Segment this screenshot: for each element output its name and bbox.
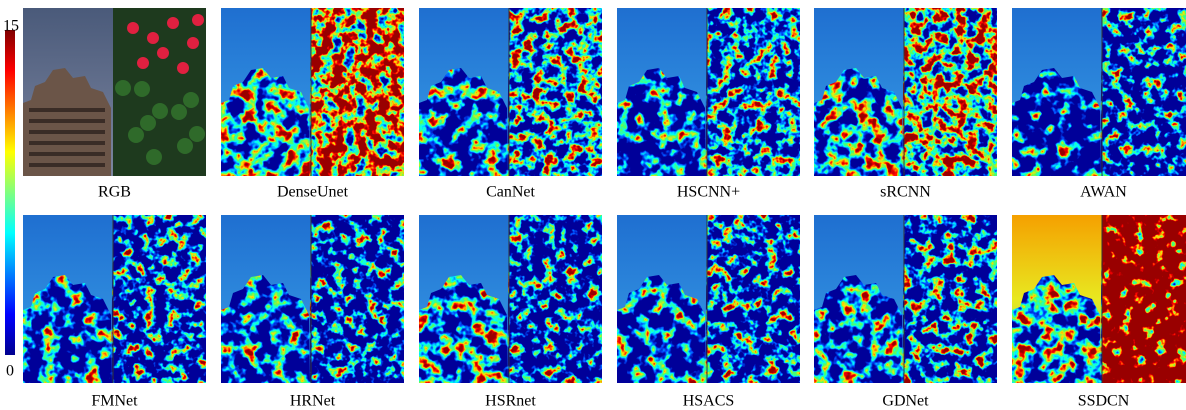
panel-label: DenseUnet (277, 184, 349, 201)
colorbar-min-label: 0 (6, 363, 14, 380)
panel: HSACS (617, 215, 800, 410)
rgb-leaf (177, 138, 193, 154)
rgb-window-row (29, 108, 105, 112)
rgb-flower (147, 32, 159, 44)
rgb-flower (192, 14, 204, 26)
figure: 15 0 RGB DenseUnet CanNet HSCNN+ sRCNN AWAN FM… (0, 0, 1186, 410)
panel: DenseUnet (221, 8, 404, 201)
error-map-flowers (904, 215, 997, 383)
rgb-flower (127, 22, 139, 34)
panel: AWAN (1012, 8, 1186, 201)
rgb-window-row (29, 141, 105, 145)
panel: CanNet (419, 8, 602, 201)
rgb-leaf (115, 80, 131, 96)
panel-label: sRCNN (880, 184, 931, 201)
panel-label: RGB (98, 184, 131, 201)
rgb-flower (157, 47, 169, 59)
error-map-flowers (1102, 8, 1186, 176)
rgb-leaf (140, 115, 156, 131)
rgb-leaf (183, 92, 199, 108)
panel-label: HSCNN+ (677, 184, 740, 201)
rgb-window-row (29, 163, 105, 167)
rgb-leaf (146, 149, 162, 165)
rgb-leaf (134, 81, 150, 97)
panel-label: HSRnet (485, 393, 536, 410)
panel-label: GDNet (882, 393, 929, 410)
rgb-leaf (171, 104, 187, 120)
colorbar-max-label: 15 (3, 18, 19, 35)
rgb-window-row (29, 130, 105, 134)
error-map-flowers (1102, 215, 1186, 383)
error-map-flowers (113, 215, 206, 383)
panel: HSCNN+ (617, 8, 800, 201)
panel: GDNet (814, 215, 997, 410)
error-map-flowers (509, 215, 602, 383)
panel-label: CanNet (486, 184, 535, 201)
panel-label: FMNet (91, 393, 138, 410)
rgb-leaf (128, 127, 144, 143)
panel: FMNet (23, 215, 206, 410)
error-map-flowers (311, 215, 404, 383)
panel-label: HSACS (683, 393, 735, 410)
panel-label: SSDCN (1078, 393, 1130, 410)
panel-label: HRNet (290, 393, 336, 410)
panel: SSDCN (1012, 215, 1186, 410)
rgb-flower (187, 37, 199, 49)
colorbar (5, 30, 15, 355)
rgb-window-row (29, 152, 105, 156)
rgb-leaf (152, 103, 168, 119)
panel: HSRnet (419, 215, 602, 410)
rgb-flower (177, 62, 189, 74)
error-map-flowers (509, 8, 602, 176)
rgb-leaf (189, 126, 205, 142)
rgb-flower (137, 57, 149, 69)
error-map-flowers (311, 8, 404, 176)
error-map-flowers (707, 8, 800, 176)
panel: HRNet (221, 215, 404, 410)
rgb-flower (167, 17, 179, 29)
rgb-window-row (29, 119, 105, 123)
panel: sRCNN (814, 8, 997, 201)
panel-label: AWAN (1080, 184, 1127, 201)
error-map-flowers (904, 8, 997, 176)
error-map-flowers (707, 215, 800, 383)
panel: RGB (23, 8, 206, 201)
